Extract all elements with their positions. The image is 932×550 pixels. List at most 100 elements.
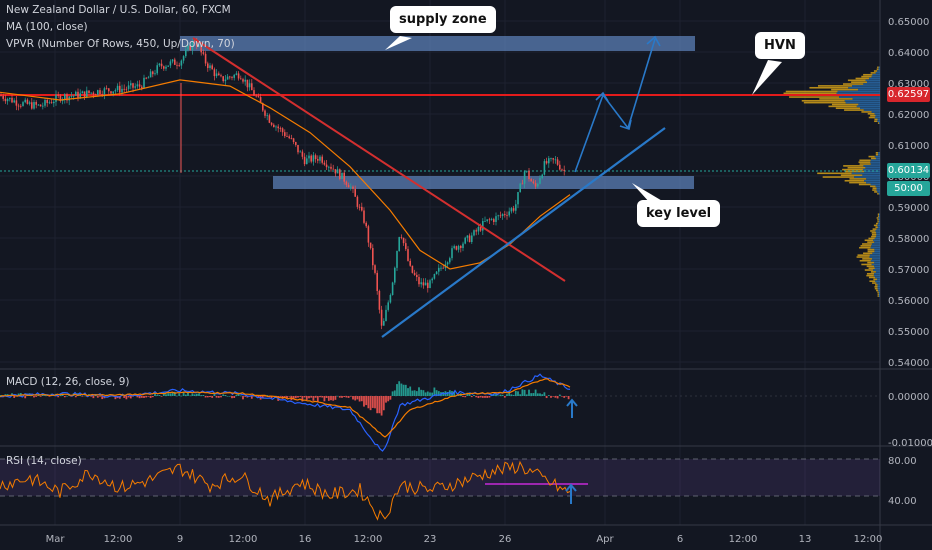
macd-histogram-bar — [506, 394, 508, 396]
candle-body — [442, 267, 444, 269]
vpvr-down-bar — [878, 153, 880, 156]
macd-histogram-bar — [206, 396, 209, 398]
vpvr-down-bar — [839, 96, 880, 98]
candle-body — [563, 169, 565, 171]
vpvr-down-bar — [875, 276, 880, 279]
vpvr-down-bar — [870, 259, 880, 262]
macd-histogram-bar — [470, 396, 473, 398]
vpvr-down-bar — [874, 250, 880, 253]
candle-body — [242, 79, 244, 82]
vpvr-up-bar — [858, 183, 871, 186]
candle-body — [416, 274, 418, 278]
macd-histogram-bar — [33, 396, 35, 398]
price-tick-label: 0.64000 — [888, 48, 929, 59]
vpvr-down-bar — [851, 172, 880, 175]
projection-path — [574, 35, 661, 173]
arrow-head-icon — [619, 119, 632, 131]
candle-body — [134, 86, 136, 88]
candle-body — [488, 219, 491, 221]
vpvr-up-bar — [876, 68, 879, 70]
candle-body — [350, 186, 352, 188]
candle-body — [440, 267, 442, 269]
candle-body — [218, 73, 220, 76]
candle-body — [407, 249, 409, 261]
vpvr-volume-profile — [783, 66, 880, 297]
macd-histogram-bar — [336, 395, 339, 397]
candle-body — [94, 94, 97, 96]
candle-body — [268, 115, 271, 123]
key-level-box[interactable] — [273, 176, 694, 189]
rsi-pane — [0, 458, 880, 521]
time-tick-label: 16 — [299, 534, 312, 545]
macd-histogram-bar — [468, 392, 471, 396]
candle-body — [347, 184, 350, 188]
vpvr-down-bar — [878, 289, 880, 292]
supply-zone-box[interactable] — [180, 36, 695, 51]
candle-body — [310, 155, 312, 162]
vpvr-up-bar — [874, 191, 878, 193]
vpvr-down-bar — [877, 278, 880, 281]
candle-body — [50, 102, 53, 104]
rsi-legend: RSI (14, close) — [6, 455, 82, 467]
candle-body — [387, 302, 389, 310]
macd-histogram-bar — [224, 394, 227, 396]
candle-body — [70, 96, 73, 97]
macd-histogram-bar — [283, 396, 286, 397]
vpvr-up-bar — [877, 215, 880, 217]
macd-histogram-bar — [484, 396, 486, 398]
uptrend-line[interactable] — [381, 127, 666, 338]
candle-body — [176, 64, 178, 66]
vpvr-down-bar — [863, 109, 880, 111]
macd-histogram-bar — [437, 391, 440, 396]
macd-histogram-bar — [123, 396, 126, 398]
candle-body — [266, 115, 268, 117]
candle-body — [240, 78, 242, 80]
candle-body — [88, 90, 90, 94]
candle-body — [376, 272, 378, 291]
time-tick-label: 12:00 — [854, 534, 883, 545]
candle-body — [64, 94, 66, 100]
candle-body — [545, 161, 548, 164]
candle-body — [259, 97, 262, 104]
candle-body — [53, 101, 55, 104]
macd-histogram-bar — [178, 393, 181, 396]
downtrend-line[interactable] — [192, 37, 566, 282]
macd-histogram-bar — [4, 394, 7, 396]
vpvr-down-bar — [866, 178, 880, 180]
macd-histogram-bar — [477, 396, 480, 399]
vpvr-down-bar — [874, 265, 880, 268]
macd-histogram-bar — [286, 396, 288, 399]
vpvr-down-bar — [867, 81, 880, 83]
macd-pane — [0, 373, 880, 452]
macd-histogram-bar — [330, 396, 332, 401]
candle-body — [35, 101, 37, 105]
vpvr-up-bar — [871, 235, 876, 238]
vpvr-down-bar — [862, 168, 880, 171]
candle-body — [226, 76, 229, 80]
vpvr-down-bar — [865, 79, 880, 82]
macd-histogram-bar — [244, 396, 247, 397]
macd-histogram-bar — [563, 396, 566, 398]
candle-body — [519, 183, 521, 193]
macd-legend: MACD (12, 26, close, 9) — [6, 376, 130, 388]
macd-histogram-bar — [204, 396, 207, 398]
macd-histogram-bar — [171, 392, 174, 396]
macd-histogram-bar — [433, 387, 436, 396]
time-axis[interactable]: Mar 12:00 9 12:00 16 12:00 23 26 Apr 6 12:00 13 12:0… — [46, 534, 883, 545]
macd-tick-label: 0.00000 — [888, 392, 929, 403]
macd-histogram-bar — [310, 396, 313, 398]
macd-histogram-bar — [365, 396, 368, 406]
macd-histogram-bar — [492, 394, 495, 396]
macd-histogram-bar — [523, 389, 526, 396]
macd-histogram-bar — [297, 396, 299, 398]
macd-histogram-bar — [180, 395, 183, 397]
macd-histogram-bar — [453, 391, 456, 396]
vpvr-down-bar — [875, 235, 880, 238]
candle-body — [369, 242, 372, 249]
macd-histogram-bar — [288, 396, 291, 397]
candle-body — [343, 172, 345, 182]
vpvr-down-bar — [878, 217, 880, 219]
macd-histogram-bar — [512, 394, 515, 396]
time-tick-label: 26 — [499, 534, 512, 545]
